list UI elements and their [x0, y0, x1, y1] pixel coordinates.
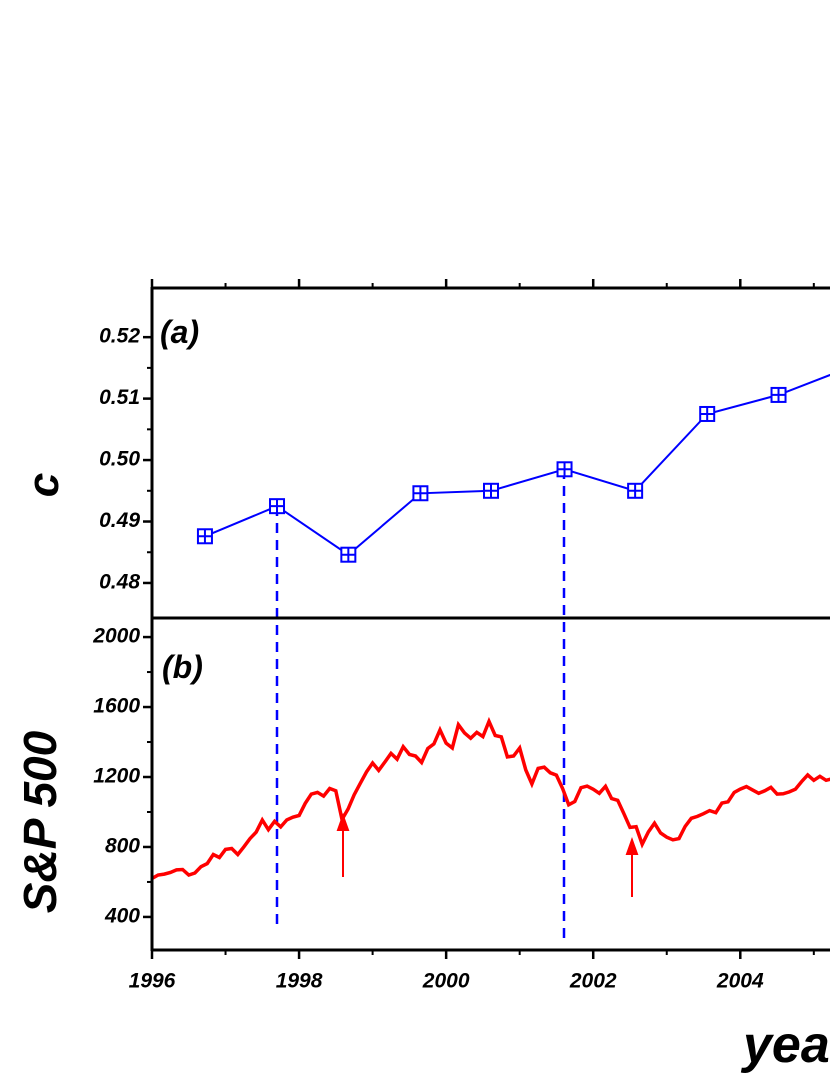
- y-tick-label: 0.48: [99, 571, 140, 594]
- data-point: [483, 482, 499, 499]
- panel-label: (a): [160, 314, 199, 350]
- data-point: [196, 528, 213, 545]
- y-tick-label: 1600: [93, 695, 140, 718]
- x-axis-label: year: [740, 1016, 830, 1074]
- x-tick-label: 2004: [716, 970, 764, 993]
- marker-cross: [197, 529, 212, 544]
- x-tick-label: 1998: [276, 970, 323, 993]
- marker-cross: [270, 499, 285, 514]
- data-point: [627, 482, 644, 499]
- x-tick-label: 2000: [422, 970, 470, 993]
- y-tick-label: 1200: [93, 765, 140, 788]
- marker-cross: [700, 406, 715, 421]
- series: [152, 716, 830, 881]
- frame: [150, 286, 830, 952]
- marker-cross: [484, 483, 498, 498]
- data-point: [340, 546, 357, 563]
- data-point: [269, 498, 286, 515]
- data-line: [204, 373, 830, 556]
- marker-cross: [413, 486, 428, 501]
- y-tick-label: 400: [104, 904, 140, 927]
- y-tick-label: 0.49: [99, 509, 140, 532]
- arrow-head: [336, 813, 350, 831]
- marker-cross: [557, 462, 572, 477]
- marker-cross: [771, 387, 786, 402]
- y-tick-label: 0.50: [99, 448, 140, 471]
- arrows: [336, 813, 639, 897]
- y-axis-label: S&P 500: [14, 730, 66, 913]
- y-axis-label: c: [19, 473, 68, 497]
- panel-label: (b): [162, 649, 203, 685]
- data-point: [699, 405, 716, 422]
- series: [196, 373, 830, 563]
- marker-cross: [628, 483, 643, 498]
- x-tick-label: 1996: [129, 970, 176, 993]
- data-point: [412, 485, 429, 502]
- data-point: [556, 461, 573, 478]
- data-point: [770, 386, 787, 403]
- marker-cross: [341, 547, 356, 562]
- data-line: [152, 716, 830, 881]
- y-tick-label: 0.52: [99, 325, 140, 348]
- y-tick-label: 800: [105, 835, 140, 858]
- y-tick-label: 2000: [92, 625, 140, 648]
- panels: 0.48 0.49 0.50 0.51 0.52 400 800 1200 1600 2000 19…: [92, 279, 830, 993]
- arrow-head: [625, 837, 639, 855]
- y-tick-label: 0.51: [99, 386, 140, 409]
- x-tick-label: 2002: [569, 970, 617, 993]
